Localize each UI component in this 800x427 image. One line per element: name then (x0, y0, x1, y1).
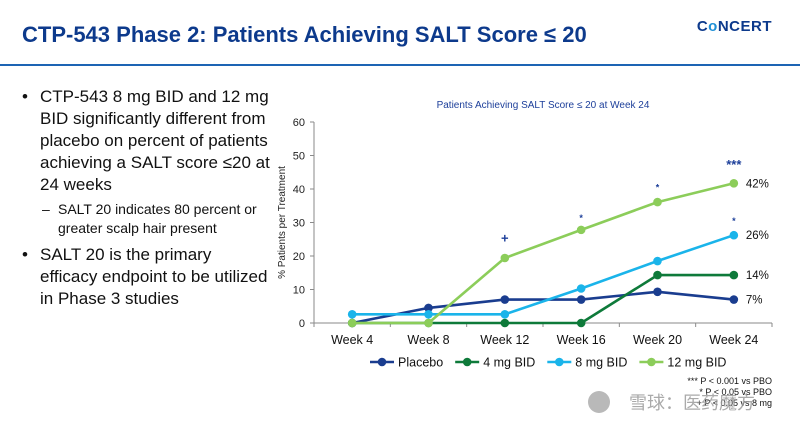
data-point (653, 197, 662, 207)
legend-label: 12 mg BID (667, 356, 726, 370)
data-point (424, 309, 433, 319)
y-axis-label: % Patients per Treatment (277, 166, 288, 279)
sub-bullet-text: SALT 20 indicates 80 percent or greater … (58, 201, 257, 236)
x-tick-label: Week 16 (557, 333, 606, 347)
legend-swatch-marker (554, 357, 564, 367)
bullet-item: • CTP-543 8 mg BID and 12 mg BID signific… (18, 86, 273, 196)
data-point (653, 287, 662, 297)
data-point (576, 225, 586, 235)
company-logo: CoNCERT (697, 18, 772, 35)
series-line (352, 182, 735, 325)
data-point (729, 230, 739, 240)
data-point (576, 295, 586, 304)
data-point (500, 253, 510, 263)
significance-marker: * (656, 183, 660, 193)
legend-label: 4 mg BID (483, 356, 535, 370)
data-point (576, 284, 586, 293)
data-point (500, 318, 510, 328)
x-tick-label: Week 24 (709, 333, 758, 347)
x-tick-label: Week 8 (407, 333, 449, 347)
sub-bullet-item: – SALT 20 indicates 80 percent or greater… (18, 200, 273, 238)
legend-swatch-marker (377, 357, 387, 367)
logo-prefix: C (696, 18, 709, 35)
data-point (500, 295, 510, 304)
bullet-dot: • (22, 87, 28, 106)
x-tick-label: Week 4 (331, 333, 373, 347)
data-point (347, 318, 357, 328)
data-point (347, 309, 357, 319)
data-point (424, 303, 433, 313)
y-tick-label: 20 (293, 251, 305, 263)
data-point (729, 295, 739, 304)
legend-label: Placebo (398, 356, 443, 370)
significance-marker: * (579, 213, 583, 223)
x-tick-label: Week 12 (480, 333, 529, 347)
significance-marker: *** (726, 157, 742, 172)
chart-title: Patients Achieving SALT Score ≤ 20 at We… (437, 100, 650, 111)
y-tick-label: 0 (299, 318, 305, 330)
bullet-item: • SALT 20 is the primary efficacy endpoin… (18, 244, 273, 310)
series-line (351, 290, 734, 325)
end-value-label: 7% (746, 295, 763, 307)
significance-footnote: + P < 0.05 vs 8 mg (697, 398, 772, 408)
y-tick-label: 50 (293, 151, 305, 163)
data-point (500, 309, 510, 319)
significance-footnote: *** P < 0.001 vs PBO (687, 376, 772, 386)
data-point (729, 179, 739, 188)
logo-o: o (708, 18, 718, 35)
x-tick-label: Week 20 (633, 333, 682, 347)
data-point (424, 318, 433, 328)
y-tick-label: 30 (293, 218, 305, 230)
watermark-snowball-icon (588, 391, 610, 413)
data-point (653, 270, 662, 280)
slide-title: CTP-543 Phase 2: Patients Achieving SALT… (22, 22, 587, 47)
significance-marker: * (732, 216, 736, 226)
significance-footnote: * P < 0.05 vs PBO (699, 387, 772, 397)
logo-suffix: NCERT (717, 18, 772, 35)
sub-bullet-dash: – (42, 201, 50, 217)
legend-swatch-marker (647, 357, 656, 367)
y-tick-label: 60 (293, 117, 305, 129)
y-tick-label: 40 (293, 184, 305, 196)
bullet-list: • CTP-543 8 mg BID and 12 mg BID signific… (18, 86, 273, 314)
significance-marker: + (501, 231, 509, 246)
end-value-label: 26% (746, 230, 769, 242)
bullet-text: CTP-543 8 mg BID and 12 mg BID significa… (40, 87, 270, 194)
data-point (653, 256, 662, 266)
bullet-dot: • (22, 245, 28, 264)
bullet-text: SALT 20 is the primary efficacy endpoint… (40, 245, 268, 308)
title-divider (0, 64, 800, 66)
data-point (729, 270, 739, 280)
end-value-label: 14% (746, 270, 769, 282)
legend-swatch-marker (462, 357, 472, 367)
watermark-text: 雪球：医药魔方 (629, 393, 755, 413)
end-value-label: 42% (746, 178, 769, 190)
data-point (576, 318, 586, 328)
y-tick-label: 10 (293, 285, 305, 297)
legend-label: 8 mg BID (575, 356, 627, 370)
series-line (352, 233, 735, 316)
